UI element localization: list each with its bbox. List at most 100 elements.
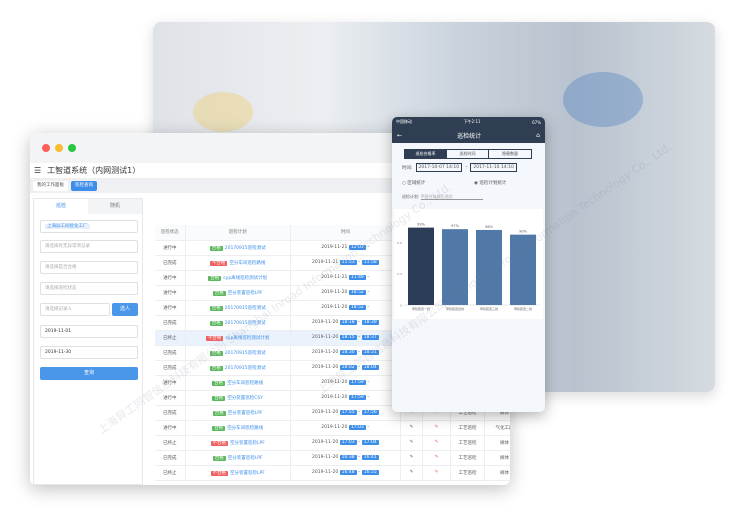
status-cell: 已完成 bbox=[155, 405, 186, 421]
plan-cell: 合格 20170915巡检测试 bbox=[185, 360, 291, 376]
flag-icon[interactable]: ✎ bbox=[422, 420, 451, 436]
time-cell: 2019-11-20 18:30 – 18:31 bbox=[290, 345, 402, 361]
date: 2019-11-20 bbox=[312, 320, 339, 325]
plan-link[interactable]: 空分装置巡检LPF bbox=[227, 410, 263, 416]
result-badge: 合格 bbox=[209, 305, 223, 311]
result-badge: 不合格 bbox=[210, 470, 229, 476]
segment-time[interactable]: 巡检时间 bbox=[447, 150, 489, 158]
select-person-button[interactable]: 选人 bbox=[112, 303, 138, 316]
edit-icon[interactable]: ✎ bbox=[400, 465, 423, 481]
plan-cell: 合格 空分装置巡检CSY bbox=[185, 390, 291, 406]
status-cell: 已完成 bbox=[155, 345, 186, 361]
plan-cell: 合格 20170915巡检测试 bbox=[185, 240, 291, 256]
tab-random[interactable]: 随机 bbox=[88, 199, 142, 214]
table-row[interactable]: 已终止 不合格 空分装置巡检LPF 2019-11-20 17:03 – 17:04 ✎… bbox=[155, 435, 510, 451]
route-select[interactable]: 请选择有无异常项记录 bbox=[40, 240, 138, 253]
plan-link[interactable]: 空分车间巡检路线 bbox=[227, 425, 264, 431]
table-row[interactable]: 进行中 合格 空分车间巡检路线 2019-11-20 17:03 – ✎ ✎ 工艺巡检 气化… bbox=[155, 420, 510, 436]
time-cell: 2019-11-20 18:52 – bbox=[290, 300, 402, 316]
start-time: 18:30 bbox=[339, 350, 357, 355]
date: 2019-11-20 bbox=[312, 365, 339, 370]
data-label: 97% bbox=[451, 224, 459, 228]
query-button[interactable]: 查询 bbox=[40, 367, 138, 380]
table-row[interactable]: 已完成 合格 空分装置巡检LPF 2019-11-20 16:38 – 16:41 ✎ ✎… bbox=[155, 450, 510, 466]
back-arrow-icon[interactable]: ← bbox=[397, 131, 403, 139]
type-cell: 工艺巡检 bbox=[450, 465, 485, 481]
plan-link[interactable]: 20170915巡检测试 bbox=[224, 365, 266, 371]
time-cell: 2019-11-20 17:03 – bbox=[290, 420, 402, 436]
edit-icon[interactable]: ✎ bbox=[400, 435, 423, 451]
status-cell: 已终止 bbox=[155, 435, 186, 451]
category-label: 甲醇装置四线 bbox=[446, 306, 464, 311]
segment-hazards[interactable]: 隐患数量 bbox=[502, 151, 518, 156]
minimize-button[interactable] bbox=[55, 144, 63, 152]
status-select[interactable]: 请选择巡检状态 bbox=[40, 282, 138, 295]
start-time: 11:53 bbox=[339, 260, 357, 265]
date-from-input[interactable]: 2019-11-01 bbox=[40, 325, 138, 338]
time-cell: 2019-11-20 18:15 – 18:37 bbox=[290, 330, 402, 346]
tab-inspection-query[interactable]: 巡检查询 bbox=[71, 181, 97, 191]
flag-icon[interactable]: ✎ bbox=[422, 435, 451, 451]
edit-icon[interactable]: ✎ bbox=[400, 420, 423, 436]
plan-link[interactable]: 空分装置巡检LPF bbox=[227, 290, 263, 296]
plan-link[interactable]: 空分装置巡检LPF bbox=[230, 440, 265, 446]
plan-link[interactable]: 空分装置巡检LPF bbox=[230, 470, 265, 476]
result-badge: 合格 bbox=[212, 290, 226, 296]
time-cell: 2019-11-21 12:03 – bbox=[290, 240, 402, 256]
y-tick-label: 0.4 bbox=[397, 272, 402, 276]
menu-icon[interactable]: ☰ bbox=[34, 166, 42, 175]
tab-workbench[interactable]: 我的工作面板 bbox=[33, 181, 68, 191]
date: 2019-11-21 bbox=[312, 260, 339, 265]
plan-cell: 合格 20170915巡检测试 bbox=[185, 300, 291, 316]
plan-link[interactable]: 20170915巡检测试 bbox=[224, 350, 266, 356]
date-to-input[interactable]: 2019-11-30 bbox=[40, 346, 138, 359]
plan-link[interactable]: 空分车间巡检路线 bbox=[227, 380, 264, 386]
plan-link[interactable]: cyp离线巡检测试计划 bbox=[223, 275, 268, 281]
radio-label: 巡检计划统计 bbox=[479, 181, 507, 186]
start-time-input[interactable]: 2017-10-07 14:10 bbox=[415, 163, 463, 172]
plan-link[interactable]: 20170915巡检测试 bbox=[224, 305, 266, 311]
phone-screen: 中国移动 下午2:11 67% ← 巡检统计 ⌂ 巡检合格率 巡检时间 隐患数量 时间:… bbox=[392, 117, 545, 412]
plan-link[interactable]: 空分装置巡检CSY bbox=[227, 395, 264, 401]
end-time: 16:41 bbox=[361, 455, 379, 460]
qualified-select[interactable]: 请选择是否合格 bbox=[40, 261, 138, 274]
plan-link[interactable]: 20170915巡检测试 bbox=[224, 245, 266, 251]
plan-link[interactable]: 20170915巡检测试 bbox=[224, 320, 266, 326]
y-tick-label: 0 bbox=[400, 304, 402, 308]
time-cell: 2019-11-20 18:02 – 18:04 bbox=[290, 360, 402, 376]
plan-link[interactable]: 空分装置巡检LPF bbox=[227, 455, 263, 461]
maximize-button[interactable] bbox=[68, 144, 76, 152]
status-cell: 进行中 bbox=[155, 240, 186, 256]
time-cell: 2019-11-20 16:48 – 16:55 bbox=[290, 465, 402, 481]
status-cell: 已终止 bbox=[155, 330, 186, 346]
flag-icon[interactable]: ✎ bbox=[422, 450, 451, 466]
tab-inspection[interactable]: 巡检 bbox=[55, 203, 66, 209]
plan-cell: 合格 20170915巡检测试 bbox=[185, 345, 291, 361]
plan-link[interactable]: cyp离线巡检测试计划 bbox=[225, 335, 270, 341]
segment-pass-rate[interactable]: 巡检合格率 bbox=[405, 150, 447, 158]
table-row[interactable]: 已终止 不合格 空分装置巡检LPF 2019-11-20 16:48 – 16:55 ✎… bbox=[155, 465, 510, 481]
plan-cell: 合格 20170915巡检测试 bbox=[185, 315, 291, 331]
date: 2019-11-20 bbox=[312, 470, 339, 475]
flag-icon[interactable]: ✎ bbox=[422, 465, 451, 481]
start-time: 17:59 bbox=[348, 380, 366, 385]
radio-region[interactable]: ○ 区域统计 bbox=[402, 181, 426, 186]
type-cell: 工艺巡检 bbox=[450, 420, 485, 436]
date: 2019-11-20 bbox=[312, 455, 339, 460]
plan-select[interactable]: 甲醇合成岗位巡检 bbox=[420, 194, 483, 200]
factory-select[interactable]: 上海异工同智化工厂 bbox=[40, 220, 138, 233]
filter-sidebar: 巡检 随机 上海异工同智化工厂 请选择有无异常项记录 请选择是否合格 请选择巡检状… bbox=[33, 198, 143, 485]
edit-icon[interactable]: ✎ bbox=[400, 450, 423, 466]
start-time: 16:48 bbox=[339, 470, 357, 475]
date: 2019-11-20 bbox=[312, 350, 339, 355]
radio-plan[interactable]: ◉ 巡检计划统计 bbox=[474, 181, 507, 186]
end-time-input[interactable]: 2017-11-10 14:10 bbox=[470, 163, 517, 172]
person-input[interactable]: 请选择记录人 bbox=[40, 303, 110, 316]
plan-link[interactable]: 空分车间巡检路线 bbox=[229, 260, 266, 266]
area-cell: 阀体 bbox=[484, 450, 510, 466]
home-icon[interactable]: ⌂ bbox=[536, 131, 540, 139]
date: 2019-11-20 bbox=[321, 290, 348, 295]
start-time: 12:03 bbox=[348, 245, 366, 250]
date: 2019-11-20 bbox=[312, 335, 339, 340]
close-button[interactable] bbox=[42, 144, 50, 152]
